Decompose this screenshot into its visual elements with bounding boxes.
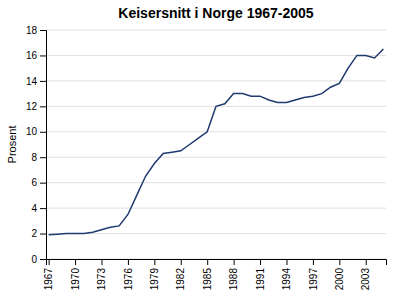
x-tick: 1976 xyxy=(123,259,134,290)
x-tick-label: 1973 xyxy=(96,268,107,291)
x-tick: 1967 xyxy=(43,259,54,290)
x-tick-mark xyxy=(181,259,182,265)
x-tick: 2003 xyxy=(360,259,371,290)
y-tick-mark xyxy=(40,30,46,31)
y-tick-mark xyxy=(40,132,46,133)
x-tick-mark xyxy=(154,259,155,265)
x-tick-mark xyxy=(75,259,76,265)
x-tick-mark xyxy=(101,259,102,265)
y-tick-label: 0 xyxy=(31,254,37,265)
x-tick-label: 1991 xyxy=(255,268,266,291)
y-tick: 10 xyxy=(26,126,46,137)
grid xyxy=(46,30,386,259)
x-tick: 1970 xyxy=(70,259,81,290)
x-axis-line xyxy=(47,260,387,266)
x-tick-label: 1988 xyxy=(228,268,239,291)
plot-area: 1967 1970 1973 1976 1979 1982 1985 1988 1991 1994… xyxy=(26,25,387,291)
y-tick: 14 xyxy=(26,76,46,87)
y-tick-mark xyxy=(40,55,46,56)
x-axis: 1967 1970 1973 1976 1979 1982 1985 1988 1991 1994… xyxy=(43,259,386,290)
x-tick: 1979 xyxy=(149,259,160,290)
y-tick-label: 18 xyxy=(26,25,38,36)
y-axis-title: Prosent xyxy=(6,126,18,164)
grid-line xyxy=(46,55,386,56)
x-tick: 2000 xyxy=(334,259,345,290)
y-tick: 6 xyxy=(31,177,46,188)
y-tick: 12 xyxy=(26,101,46,112)
x-tick-mark xyxy=(339,259,340,265)
x-tick-mark xyxy=(313,259,314,265)
x-tick: 1988 xyxy=(228,259,239,290)
grid-line xyxy=(46,157,386,158)
x-tick-mark xyxy=(49,259,50,265)
x-tick-label: 1982 xyxy=(175,268,186,291)
x-tick-mark xyxy=(207,259,208,265)
x-tick-label: 1970 xyxy=(70,268,81,291)
y-tick-mark xyxy=(40,106,46,107)
y-tick-label: 8 xyxy=(31,152,37,163)
y-tick: 18 xyxy=(26,25,46,36)
y-tick-mark xyxy=(40,259,46,260)
x-tick: 1982 xyxy=(175,259,186,290)
y-tick-label: 14 xyxy=(26,76,38,87)
x-tick: 1994 xyxy=(281,259,292,290)
grid-line xyxy=(46,80,386,81)
x-tick-label: 2000 xyxy=(334,268,345,291)
y-tick: 8 xyxy=(31,152,46,163)
x-tick: 1985 xyxy=(202,259,213,290)
y-tick-mark xyxy=(40,234,46,235)
marks xyxy=(49,49,384,235)
x-tick: 1997 xyxy=(308,259,319,290)
x-tick-mark xyxy=(128,259,129,265)
x-tick-mark xyxy=(366,259,367,265)
grid-line xyxy=(46,208,386,209)
y-tick-mark xyxy=(40,183,46,184)
x-tick: 1973 xyxy=(96,259,107,290)
line xyxy=(49,49,384,235)
y-tick-label: 6 xyxy=(31,177,37,188)
x-tick: 1991 xyxy=(255,259,266,290)
x-tick-label: 1967 xyxy=(43,268,54,291)
y-tick-mark xyxy=(40,81,46,82)
x-tick-label: 1997 xyxy=(308,268,319,291)
y-tick-label: 4 xyxy=(31,203,37,214)
chart-container: 1967 1970 1973 1976 1979 1982 1985 1988 1991 1994… xyxy=(0,0,400,303)
grid-line xyxy=(46,182,386,183)
y-tick-label: 2 xyxy=(31,228,37,239)
x-tick-label: 1979 xyxy=(149,268,160,291)
x-tick-label: 2003 xyxy=(360,268,371,291)
x-tick-mark xyxy=(260,259,261,265)
y-tick-label: 12 xyxy=(26,101,38,112)
y-tick: 2 xyxy=(31,228,46,239)
y-tick: 0 xyxy=(31,254,46,265)
grid-line xyxy=(46,233,386,234)
chart-title: Keisersnitt i Norge 1967-2005 xyxy=(118,5,314,21)
grid-line xyxy=(46,131,386,132)
x-tick-mark xyxy=(234,259,235,265)
y-tick-label: 10 xyxy=(26,126,38,137)
x-tick-label: 1994 xyxy=(281,268,292,291)
y-tick-mark xyxy=(40,157,46,158)
chart-svg: 1967 1970 1973 1976 1979 1982 1985 1988 1991 1994… xyxy=(0,0,400,303)
y-tick-mark xyxy=(40,208,46,209)
y-tick-label: 16 xyxy=(26,50,38,61)
x-tick-mark xyxy=(286,259,287,265)
x-tick-label: 1985 xyxy=(202,268,213,291)
y-axis: 0 2 4 6 8 10 12 14 16 18 xyxy=(26,25,47,265)
grid-line xyxy=(46,30,386,31)
x-tick-label: 1976 xyxy=(123,268,134,291)
y-tick: 4 xyxy=(31,203,46,214)
y-tick: 16 xyxy=(26,50,46,61)
y-axis-line xyxy=(40,31,47,260)
